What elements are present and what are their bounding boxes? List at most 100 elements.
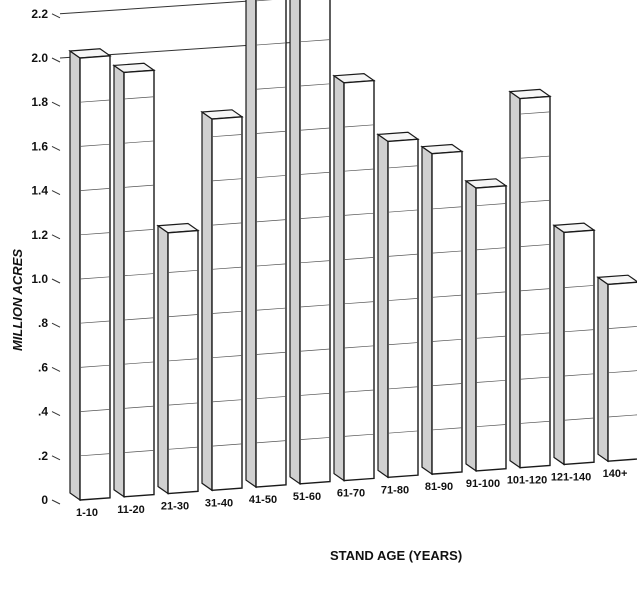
bar-side: [333, 74, 345, 482]
bar-gridline: [387, 342, 419, 346]
bar-gridline: [299, 127, 331, 131]
bar-gridline: [343, 345, 375, 349]
y-tick-label: .6: [38, 360, 48, 374]
y-tick-mark: [51, 101, 61, 107]
bar-gridline: [431, 250, 463, 254]
bar-gridline: [255, 219, 287, 223]
bar-gridline: [255, 130, 287, 134]
bar-gridline: [475, 247, 507, 251]
y-tick-mark: [51, 455, 61, 461]
bar: [508, 88, 552, 469]
bar-gridline: [519, 155, 551, 159]
bar-gridline: [167, 402, 199, 406]
bar-gridline: [343, 433, 375, 437]
bar-side: [201, 110, 213, 492]
bar-gridline: [387, 165, 419, 169]
bar-side: [597, 276, 609, 463]
x-tick-label: 21-30: [161, 501, 189, 513]
bar-front: [387, 138, 419, 479]
y-tick-label: 1.2: [31, 228, 48, 242]
bar-side: [421, 145, 433, 476]
bar-gridline: [79, 364, 111, 368]
bar-front: [519, 95, 551, 469]
bar-gridline: [519, 288, 551, 292]
x-tick-label: 11-20: [117, 504, 145, 516]
bar-gridline: [343, 124, 375, 128]
bar-gridline: [519, 244, 551, 248]
x-tick-label: 41-50: [249, 494, 277, 506]
bar-gridline: [167, 314, 199, 318]
y-tick-mark: [51, 145, 61, 151]
bar-gridline: [519, 420, 551, 424]
bar-gridline: [431, 383, 463, 387]
bar-side: [245, 0, 257, 489]
bar-gridline: [563, 417, 595, 421]
x-tick-label: 51-60: [293, 491, 321, 503]
bar: [332, 72, 376, 482]
bar-gridline: [167, 446, 199, 450]
y-tick-label: 2.2: [31, 7, 48, 21]
y-tick-mark: [51, 278, 61, 284]
gridline: [59, 0, 272, 15]
bar-front: [167, 229, 199, 495]
bar-gridline: [167, 358, 199, 362]
bar-side: [553, 224, 565, 466]
bar-front: [343, 79, 375, 482]
bar-gridline: [167, 269, 199, 273]
bar-gridline: [123, 229, 155, 232]
bar: [464, 178, 508, 473]
x-tick-label: 71-80: [381, 484, 409, 496]
bar-side: [113, 64, 125, 498]
bar-gridline: [563, 285, 595, 288]
y-tick-mark: [51, 57, 61, 63]
bar-side: [69, 49, 81, 502]
bar-gridline: [255, 396, 287, 400]
bar-gridline: [123, 184, 155, 188]
bar-gridline: [123, 273, 155, 277]
bar: [245, 0, 287, 489]
bar-gridline: [211, 266, 243, 270]
y-tick-label: .2: [38, 449, 48, 463]
bar-front: [211, 116, 243, 492]
bar-gridline: [123, 405, 155, 409]
bars: [68, 0, 637, 502]
x-tick-label: 61-70: [337, 488, 365, 500]
bar-gridline: [211, 222, 243, 226]
bar-gridline: [343, 257, 375, 260]
y-axis-label: MILLION ACRES: [10, 249, 25, 351]
y-tick-label: .4: [38, 405, 48, 419]
y-tick-label: 1.0: [31, 272, 48, 286]
y-tick-label: 0: [41, 493, 48, 507]
bar: [376, 131, 420, 479]
y-tick-label: 1.8: [31, 95, 48, 109]
bar-gridline: [387, 430, 419, 434]
bar-gridline: [563, 329, 595, 333]
bar-gridline: [607, 370, 637, 374]
x-tick-label: 31-40: [205, 497, 233, 509]
bar-gridline: [607, 326, 637, 329]
y-tick-mark: [51, 366, 61, 372]
x-tick-label: 91-100: [466, 478, 500, 490]
bar-gridline: [79, 143, 111, 147]
bar: [200, 109, 244, 492]
bar-gridline: [299, 83, 331, 87]
bar-gridline: [255, 351, 287, 355]
bar-gridline: [431, 294, 463, 298]
x-tick-label: 121-140: [551, 471, 591, 483]
bar-front: [123, 69, 155, 498]
bar-gridline: [387, 386, 419, 390]
bar-gridline: [79, 320, 111, 324]
bar-gridline: [343, 212, 375, 216]
bar-gridline: [299, 348, 331, 352]
bar-gridline: [519, 376, 551, 380]
y-tick-mark: [51, 190, 61, 196]
bar-gridline: [299, 392, 331, 396]
x-axis-label: STAND AGE (YEARS): [330, 548, 462, 563]
bar-gridline: [299, 437, 331, 440]
bar-front: [475, 185, 507, 472]
bar: [112, 62, 156, 498]
y-tick-label: .8: [38, 316, 48, 330]
bar-gridline: [563, 373, 595, 377]
bar: [289, 0, 331, 485]
